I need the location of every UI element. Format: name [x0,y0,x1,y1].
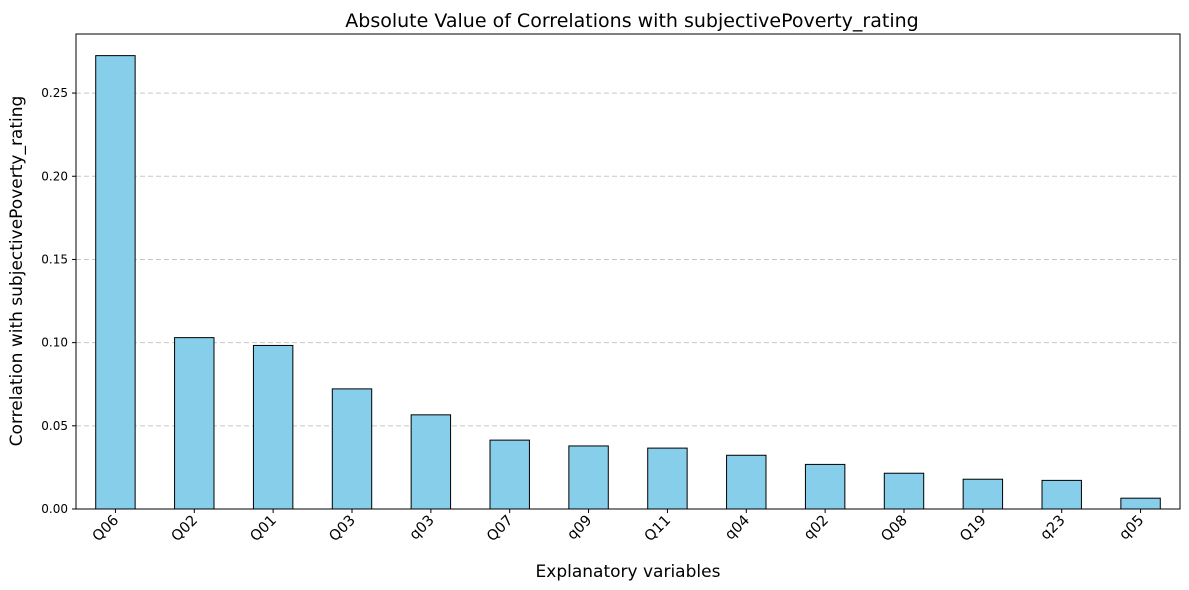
bar [883,472,925,510]
y-tick-label: 0.25 [41,86,68,100]
x-tick-label: Q11 [642,513,674,545]
x-tick-label: Q02 [169,513,201,545]
bar [1041,479,1082,510]
x-tick-label: Q01 [248,513,280,545]
x-axis-label: Explanatory variables [536,562,721,582]
bar [489,439,530,510]
y-axis: 0.00 0.05 0.10 0.15 0.20 0.25 [41,86,76,516]
bar [726,454,767,510]
bar [804,463,846,510]
y-tick-label: 0.05 [41,419,68,433]
y-tick-label: 0.15 [41,252,68,266]
bar-layer [95,55,1161,510]
x-tick-label: Q07 [484,513,516,545]
y-axis-label: Correlation with subjectivePoverty_ratin… [7,96,27,447]
y-tick-label: 0.20 [41,169,68,183]
x-axis: Q06 Q02 Q01 Q03 q03 Q07 q09 Q11 q04 q02 Q08 Q19 q23 q… [90,509,1148,545]
bar [1120,497,1161,510]
chart-title: Absolute Value of Correlations with subj… [345,10,918,32]
bar [568,445,609,510]
x-tick-label: q04 [722,513,753,544]
x-tick-label: q03 [407,513,438,544]
x-tick-label: q09 [565,513,596,544]
y-tick-label: 0.00 [41,502,68,516]
bar [95,55,136,510]
bar [331,388,373,510]
bar [647,447,688,510]
bar [174,337,215,510]
plot-frame [75,33,1181,510]
grid-layer [76,92,1180,427]
bar [252,344,294,510]
x-tick-label: Q06 [90,513,122,545]
bar [410,414,452,510]
x-tick-label: Q03 [326,513,358,545]
bar [962,478,1004,510]
x-tick-label: q23 [1038,513,1069,544]
x-tick-label: Q08 [878,513,910,545]
x-tick-label: q05 [1117,513,1148,544]
x-tick-label: q02 [801,513,832,544]
x-tick-label: Q19 [957,513,989,545]
y-tick-label: 0.10 [41,336,68,350]
